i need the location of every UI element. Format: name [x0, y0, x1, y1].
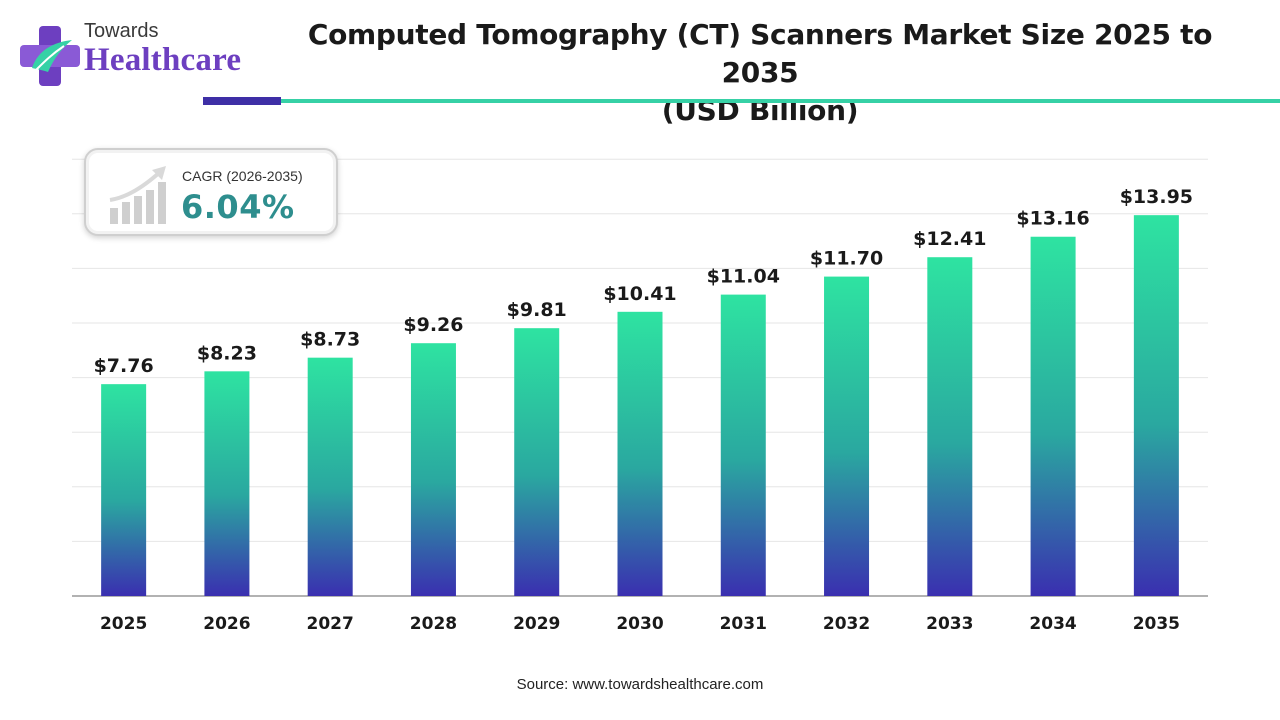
bar-2030 — [617, 311, 663, 596]
x-tick-2035: 2035 — [1133, 614, 1180, 634]
x-tick-2034: 2034 — [1029, 614, 1076, 634]
cagr-card: CAGR (2026-2035) 6.04% — [84, 148, 338, 236]
x-tick-2027: 2027 — [307, 614, 354, 634]
cagr-value: 6.04% — [181, 188, 295, 226]
brand-logo: Towards Healthcare — [18, 18, 258, 88]
value-label-2034: $13.16 — [1016, 208, 1089, 230]
x-tick-2028: 2028 — [410, 614, 457, 634]
bar-2034 — [1030, 236, 1076, 596]
health-cross-icon — [20, 26, 80, 86]
chart-title: Computed Tomography (CT) Scanners Market… — [280, 16, 1240, 130]
value-label-2031: $11.04 — [707, 266, 780, 288]
bar-2035 — [1133, 215, 1179, 597]
value-label-2035: $13.95 — [1120, 186, 1193, 208]
bar-2027 — [307, 357, 353, 596]
bar-2028 — [410, 343, 456, 596]
x-tick-2025: 2025 — [100, 614, 147, 634]
chart-title-line1: Computed Tomography (CT) Scanners Market… — [307, 18, 1213, 89]
value-label-2027: $8.73 — [300, 329, 360, 351]
x-tick-2026: 2026 — [203, 614, 250, 634]
x-tick-2032: 2032 — [823, 614, 870, 634]
value-label-2030: $10.41 — [603, 283, 676, 305]
cagr-label: CAGR (2026-2035) — [182, 168, 303, 184]
x-tick-2031: 2031 — [720, 614, 767, 634]
x-tick-2033: 2033 — [926, 614, 973, 634]
bar-2031 — [720, 294, 766, 596]
value-label-2032: $11.70 — [810, 248, 883, 270]
x-tick-labels: 2025 2026 2027 2028 2029 2030 2031 2032 2033 2034… — [100, 614, 1180, 634]
value-label-2028: $9.26 — [403, 314, 463, 336]
bar-2033 — [927, 257, 973, 596]
header-rule — [281, 99, 1280, 103]
x-tick-2030: 2030 — [616, 614, 663, 634]
header-rule-accent — [203, 97, 281, 105]
brand-big-text: Healthcare — [84, 42, 242, 78]
bar-2025 — [101, 384, 147, 596]
bar-2026 — [204, 371, 250, 596]
bar-2029 — [514, 328, 560, 596]
source-note: Source: www.towardshealthcare.com — [516, 676, 764, 693]
value-labels: $7.76 $8.23 $8.73 $9.26 $9.81 $10.41 $11.04 $11… — [94, 186, 1193, 377]
value-label-2033: $12.41 — [913, 228, 986, 250]
brand-small-text: Towards — [84, 20, 159, 42]
x-tick-2029: 2029 — [513, 614, 560, 634]
growth-chart-icon — [109, 166, 166, 224]
bar-2032 — [824, 276, 870, 596]
bars — [101, 215, 1179, 597]
value-label-2025: $7.76 — [94, 355, 154, 377]
value-label-2026: $8.23 — [197, 342, 257, 364]
value-label-2029: $9.81 — [507, 299, 567, 321]
